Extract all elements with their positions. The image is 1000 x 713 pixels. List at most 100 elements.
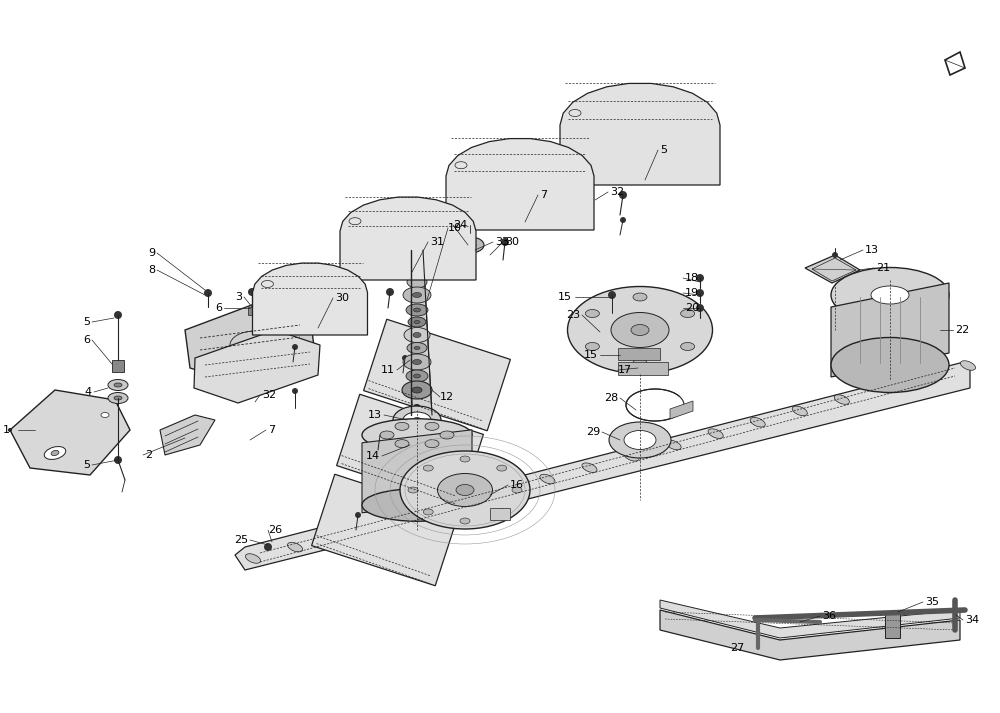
Polygon shape xyxy=(446,138,594,230)
Text: 12: 12 xyxy=(440,392,454,402)
Ellipse shape xyxy=(413,292,422,297)
Text: 13: 13 xyxy=(368,410,382,420)
Ellipse shape xyxy=(406,304,428,316)
Ellipse shape xyxy=(631,324,649,336)
Ellipse shape xyxy=(423,465,433,471)
Polygon shape xyxy=(411,250,432,415)
Text: 33: 33 xyxy=(495,237,509,247)
Text: 5: 5 xyxy=(83,317,90,327)
Ellipse shape xyxy=(440,431,454,439)
Ellipse shape xyxy=(403,287,431,303)
Ellipse shape xyxy=(633,293,647,301)
Text: 13: 13 xyxy=(865,245,879,255)
Ellipse shape xyxy=(585,309,599,317)
Circle shape xyxy=(204,289,212,297)
Ellipse shape xyxy=(681,342,695,351)
Ellipse shape xyxy=(406,266,418,274)
Text: 31: 31 xyxy=(430,237,444,247)
Text: 28: 28 xyxy=(604,393,618,403)
Ellipse shape xyxy=(464,242,476,249)
Ellipse shape xyxy=(287,543,303,552)
Ellipse shape xyxy=(408,487,418,493)
Text: 32: 32 xyxy=(610,187,624,197)
Polygon shape xyxy=(490,508,510,520)
Ellipse shape xyxy=(413,240,421,245)
Text: 5: 5 xyxy=(83,460,90,470)
Ellipse shape xyxy=(568,287,712,374)
Ellipse shape xyxy=(918,372,934,381)
Text: 21: 21 xyxy=(876,263,890,273)
Circle shape xyxy=(377,432,383,438)
Ellipse shape xyxy=(414,508,429,518)
Text: 9: 9 xyxy=(148,248,155,258)
Ellipse shape xyxy=(609,422,671,458)
Ellipse shape xyxy=(101,413,109,418)
Text: 2: 2 xyxy=(145,450,152,460)
Text: 16: 16 xyxy=(510,480,524,490)
Ellipse shape xyxy=(44,446,66,459)
Polygon shape xyxy=(194,330,320,403)
Circle shape xyxy=(114,311,122,319)
Text: 19: 19 xyxy=(685,288,699,298)
Ellipse shape xyxy=(540,474,555,484)
Ellipse shape xyxy=(245,554,261,563)
Circle shape xyxy=(696,274,704,282)
Circle shape xyxy=(832,252,838,258)
Polygon shape xyxy=(660,610,960,660)
Text: 22: 22 xyxy=(955,325,969,335)
Ellipse shape xyxy=(425,422,439,431)
Text: 35: 35 xyxy=(925,597,939,607)
Ellipse shape xyxy=(380,431,394,439)
Text: 15: 15 xyxy=(584,350,598,360)
Ellipse shape xyxy=(412,387,422,393)
Ellipse shape xyxy=(395,440,409,448)
Ellipse shape xyxy=(582,463,597,473)
Polygon shape xyxy=(560,83,720,185)
Text: 23: 23 xyxy=(566,310,580,320)
Text: 18: 18 xyxy=(685,273,699,283)
Ellipse shape xyxy=(871,286,909,304)
Polygon shape xyxy=(805,255,860,283)
Circle shape xyxy=(292,388,298,394)
Circle shape xyxy=(620,217,626,223)
Ellipse shape xyxy=(402,381,432,399)
Ellipse shape xyxy=(423,509,433,515)
Ellipse shape xyxy=(114,396,122,400)
Polygon shape xyxy=(660,600,960,638)
Polygon shape xyxy=(340,197,476,280)
Ellipse shape xyxy=(585,342,599,351)
Ellipse shape xyxy=(456,485,474,496)
Circle shape xyxy=(355,512,361,518)
Ellipse shape xyxy=(666,440,681,450)
Ellipse shape xyxy=(414,374,420,378)
Ellipse shape xyxy=(413,359,422,364)
Circle shape xyxy=(696,289,704,297)
Circle shape xyxy=(413,404,421,412)
Ellipse shape xyxy=(406,370,428,382)
Text: 34: 34 xyxy=(965,615,979,625)
Text: 1: 1 xyxy=(3,425,10,435)
Text: 17: 17 xyxy=(618,365,632,375)
Ellipse shape xyxy=(413,418,421,423)
Ellipse shape xyxy=(413,332,421,337)
Polygon shape xyxy=(364,319,510,431)
Ellipse shape xyxy=(408,317,426,327)
Text: 10: 10 xyxy=(448,223,462,233)
Polygon shape xyxy=(831,283,949,377)
Circle shape xyxy=(402,355,408,361)
Ellipse shape xyxy=(624,431,656,449)
Ellipse shape xyxy=(876,384,891,393)
Ellipse shape xyxy=(108,379,128,391)
Ellipse shape xyxy=(108,392,128,404)
Ellipse shape xyxy=(624,451,639,461)
Polygon shape xyxy=(618,348,660,360)
Ellipse shape xyxy=(114,383,122,387)
Polygon shape xyxy=(670,401,693,419)
Text: 32: 32 xyxy=(262,390,276,400)
Ellipse shape xyxy=(460,518,470,524)
Ellipse shape xyxy=(681,309,695,317)
Polygon shape xyxy=(337,394,483,506)
Text: 8: 8 xyxy=(148,265,155,275)
Text: 6: 6 xyxy=(215,303,222,313)
Circle shape xyxy=(264,543,272,551)
